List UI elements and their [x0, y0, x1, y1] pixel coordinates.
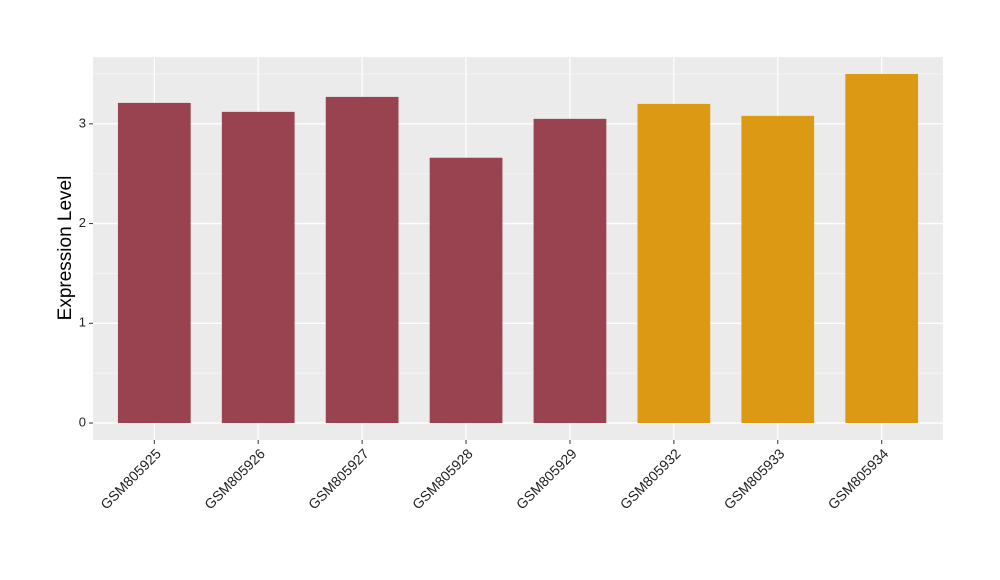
x-tick-label: GSM805926: [201, 445, 268, 512]
bar: [533, 118, 607, 424]
x-tick-label: GSM805932: [617, 445, 684, 512]
bars: [117, 73, 919, 424]
y-tick-label: 3: [79, 115, 86, 130]
bar: [741, 115, 815, 424]
bar: [221, 111, 295, 424]
bar: [429, 157, 503, 424]
x-tick-label: GSM805933: [721, 445, 788, 512]
x-tick-label: GSM805927: [305, 445, 372, 512]
y-tick-label: 0: [79, 414, 86, 429]
bar: [325, 96, 399, 424]
plot-panel: [93, 57, 943, 440]
y-axis-title: Expression Level: [55, 176, 76, 321]
bar: [845, 73, 919, 424]
y-tick-label: 1: [79, 315, 86, 330]
y-tick-label: 2: [79, 215, 86, 230]
x-tick-label: GSM805929: [513, 445, 580, 512]
x-tick-label: GSM805925: [97, 445, 164, 512]
x-tick-label: GSM805928: [409, 445, 476, 512]
bar: [117, 102, 191, 424]
bar: [637, 103, 711, 424]
x-tick-label: GSM805934: [825, 445, 892, 512]
